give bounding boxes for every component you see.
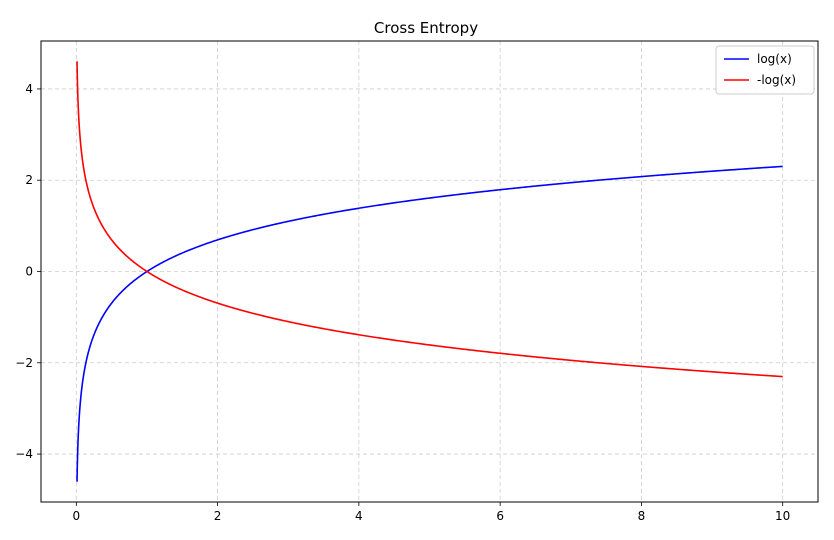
chart-title: Cross Entropy [374, 19, 478, 37]
y-tick-label: −2 [15, 356, 33, 370]
legend: log(x) -log(x) [715, 45, 815, 95]
x-tick-label: 2 [214, 509, 222, 523]
series-layer [76, 61, 783, 482]
y-tick-label: 2 [25, 173, 33, 187]
x-axis: 0 2 4 6 8 10 [72, 502, 790, 523]
x-tick-label: 10 [775, 509, 790, 523]
series-line-log-x [76, 61, 783, 378]
legend-label: -log(x) [757, 73, 796, 87]
y-axis: −4 −2 0 2 4 [15, 82, 41, 461]
y-tick-label: 4 [25, 82, 33, 96]
x-tick-label: 6 [496, 509, 504, 523]
y-tick-label: 0 [25, 265, 33, 279]
series-line-log-x [76, 165, 783, 482]
x-tick-label: 4 [355, 509, 363, 523]
legend-label: log(x) [757, 52, 792, 66]
y-tick-label: −4 [15, 447, 33, 461]
grid-lines [41, 41, 818, 502]
x-tick-label: 8 [638, 509, 646, 523]
x-tick-label: 0 [72, 509, 80, 523]
legend-box [715, 45, 815, 95]
